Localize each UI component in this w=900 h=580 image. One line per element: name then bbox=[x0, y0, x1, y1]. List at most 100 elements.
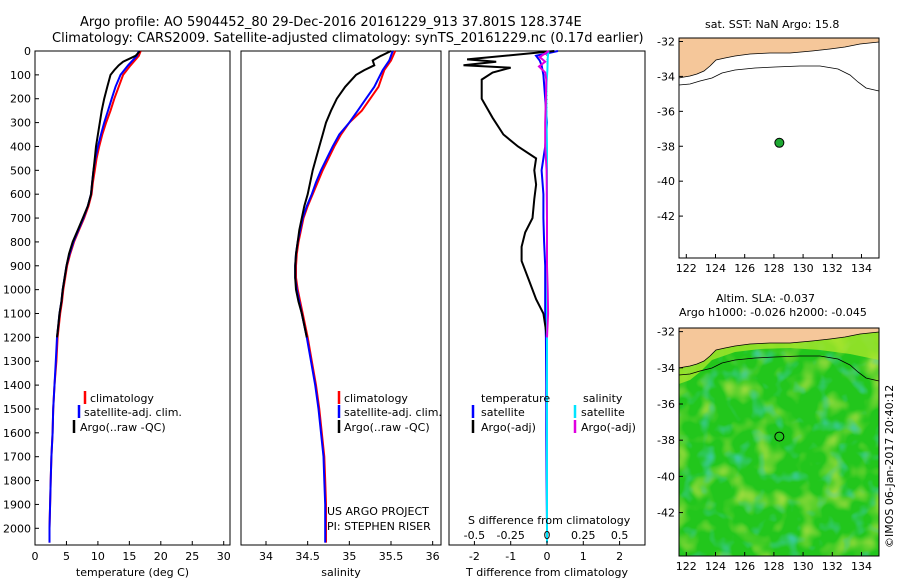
sla-map-axes: 122 124 126 128 130 132 134 -32 -34 -36 -38 -40 -42 bbox=[657, 326, 872, 573]
x-axis-label: salinity bbox=[321, 566, 361, 579]
series-line-argo bbox=[56, 50, 141, 338]
y-tick-label: 1000 bbox=[3, 284, 31, 297]
pi-credit: PI: STEPHEN RISER bbox=[327, 520, 431, 533]
x-axis-label: temperature (deg C) bbox=[76, 566, 189, 579]
x-tick-label: 30 bbox=[217, 550, 231, 563]
sla-map-frame bbox=[678, 327, 880, 557]
legend-label-climatology: climatology bbox=[90, 392, 154, 405]
y-tick-label: 800 bbox=[10, 236, 31, 249]
sst-map-frame bbox=[678, 37, 880, 259]
legend-title-salinity: salinity bbox=[583, 392, 623, 405]
y-tick-label: -42 bbox=[657, 507, 675, 520]
x-tick-label: 5 bbox=[63, 550, 70, 563]
difference-profile-plot: -2 -1 0 1 2 -0.5 -0.25 0 0.25 0.5 T difference fro… bbox=[463, 50, 628, 579]
sla-map-subtitle: Argo h1000: -0.026 h2000: -0.045 bbox=[679, 306, 867, 319]
x-tick-label-temperature: 1 bbox=[580, 550, 587, 563]
y-tick-label: -34 bbox=[657, 70, 675, 83]
x-tick-label: 25 bbox=[185, 550, 199, 563]
sla-coastline bbox=[679, 331, 879, 369]
x-tick-label: 130 bbox=[793, 560, 814, 573]
sst-coastline bbox=[679, 41, 879, 79]
x-tick-label-salinity: -0.5 bbox=[464, 529, 485, 542]
header-line-1: Argo profile: AO 5904452_80 29-Dec-2016 … bbox=[80, 15, 582, 30]
x-tick-label: 36 bbox=[426, 550, 440, 563]
y-tick-label: 400 bbox=[10, 140, 31, 153]
sla-map-area bbox=[679, 328, 879, 556]
sst-map-title: sat. SST: NaN Argo: 15.8 bbox=[705, 18, 839, 31]
y-tick-label: -36 bbox=[657, 398, 675, 411]
y-tick-label: -38 bbox=[657, 434, 675, 447]
salinity-legend: climatology satellite-adj. clim. Argo(..… bbox=[337, 391, 442, 434]
y-tick-label: 0 bbox=[24, 45, 31, 58]
x-tick-label: 0 bbox=[32, 550, 39, 563]
y-tick-label: -36 bbox=[657, 105, 675, 118]
x-tick-label: 122 bbox=[676, 262, 697, 275]
y-tick-label: -34 bbox=[657, 362, 675, 375]
x-tick-label-salinity: -0.25 bbox=[496, 529, 524, 542]
y-tick-label: 500 bbox=[10, 164, 31, 177]
y-tick-label: 1700 bbox=[3, 451, 31, 464]
x-tick-label-salinity: 0 bbox=[544, 529, 551, 542]
y-tick-label: 1200 bbox=[3, 331, 31, 344]
y-tick-label: -40 bbox=[657, 175, 675, 188]
series-line-argo bbox=[294, 50, 392, 338]
x-tick-label-temperature: 0 bbox=[544, 550, 551, 563]
x-tick-label: 126 bbox=[734, 560, 755, 573]
y-tick-label: 100 bbox=[10, 69, 31, 82]
legend-title-temperature: temperature bbox=[481, 392, 550, 405]
y-tick-label: -42 bbox=[657, 210, 675, 223]
sst-ocean bbox=[679, 38, 879, 258]
x-tick-label: 20 bbox=[154, 550, 168, 563]
x-tick-label-temperature: 2 bbox=[616, 550, 623, 563]
legend-label-salinity-satellite: satellite bbox=[581, 406, 625, 419]
y-tick-label: 1100 bbox=[3, 308, 31, 321]
y-tick-label: 200 bbox=[10, 93, 31, 106]
y-tick-label: 2000 bbox=[3, 522, 31, 535]
x-tick-label: 126 bbox=[734, 262, 755, 275]
x-tick-label: 128 bbox=[763, 560, 784, 573]
difference-legend: temperature satellite Argo(-adj) salinit… bbox=[471, 392, 636, 434]
float-location-marker bbox=[774, 431, 785, 442]
x-tick-label: 15 bbox=[122, 550, 136, 563]
sst-map-axes: 122 124 126 128 130 132 134 -32 -34 -36 -38 -40 -42 bbox=[657, 35, 872, 275]
imos-stamp: ©IMOS 06-Jan-2017 20:40:12 bbox=[883, 385, 896, 548]
y-tick-label: -32 bbox=[657, 35, 675, 48]
legend-label-satellite: satellite-adj. clim. bbox=[84, 406, 182, 419]
x-tick-label: 132 bbox=[822, 262, 843, 275]
x-tick-label: 132 bbox=[822, 560, 843, 573]
temperature-plot-frame bbox=[34, 50, 231, 546]
y-tick-label: 1900 bbox=[3, 498, 31, 511]
x-tick-label: 35.5 bbox=[379, 550, 404, 563]
y-tick-label: 1600 bbox=[3, 427, 31, 440]
y-tick-label: 700 bbox=[10, 212, 31, 225]
series-line-climatology bbox=[48, 50, 142, 543]
legend-label-temperature-argo: Argo(-adj) bbox=[481, 421, 536, 434]
legend-label-satellite: satellite-adj. clim. bbox=[344, 406, 442, 419]
y-tick-label: 1800 bbox=[3, 475, 31, 488]
legend-label-salinity-argo: Argo(-adj) bbox=[581, 421, 636, 434]
series-line-argo bbox=[463, 50, 555, 338]
sst-land bbox=[679, 38, 879, 78]
x-tick-label: 10 bbox=[91, 550, 105, 563]
legend-label-argo: Argo(..raw -QC) bbox=[80, 421, 166, 434]
temperature-profile-plot: 0100200300400500600700800900100011001200… bbox=[3, 45, 231, 579]
x-axis-label-bottom: T difference from climatology bbox=[465, 566, 628, 579]
y-tick-label: 1500 bbox=[3, 403, 31, 416]
x-tick-label-salinity: 0.25 bbox=[571, 529, 596, 542]
y-tick-label: 600 bbox=[10, 188, 31, 201]
sla-depth-contour bbox=[679, 355, 879, 382]
x-tick-label: 134 bbox=[851, 262, 872, 275]
x-tick-label: 134 bbox=[851, 560, 872, 573]
x-tick-label: 124 bbox=[705, 262, 726, 275]
x-tick-label: 34.5 bbox=[295, 550, 320, 563]
legend-label-climatology: climatology bbox=[344, 392, 408, 405]
sst-map-area bbox=[679, 38, 879, 258]
y-tick-label: 900 bbox=[10, 260, 31, 273]
x-tick-label: 35 bbox=[342, 550, 356, 563]
legend-label-temperature-satellite: satellite bbox=[481, 406, 525, 419]
y-tick-label: 1300 bbox=[3, 355, 31, 368]
y-tick-label: -38 bbox=[657, 140, 675, 153]
float-location-marker bbox=[774, 137, 785, 148]
salinity-profile-plot: 34 34.5 35 35.5 36 salinity bbox=[259, 50, 440, 579]
